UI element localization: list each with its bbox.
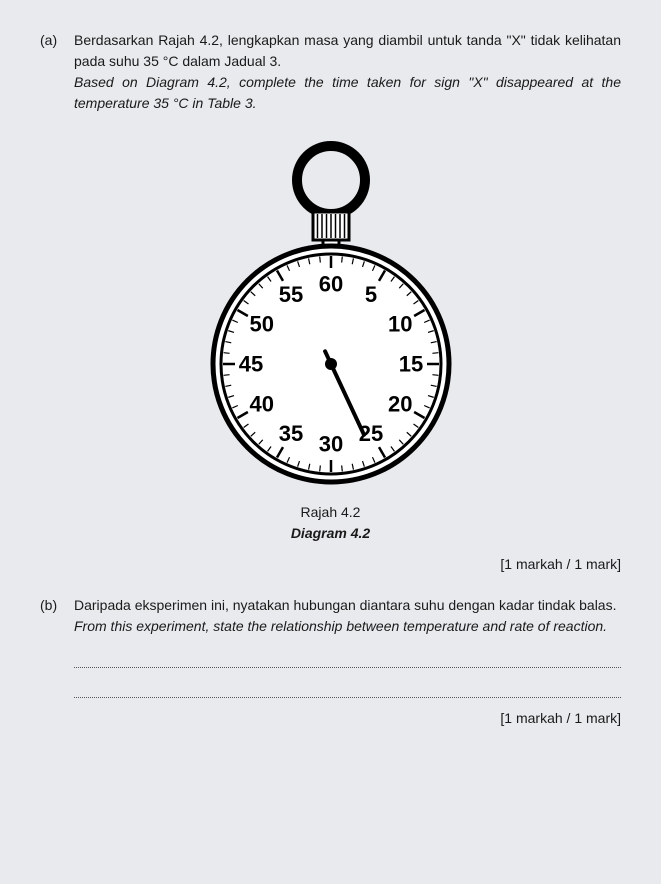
question-b-malay: Daripada eksperimen ini, nyatakan hubung…: [74, 597, 617, 613]
svg-text:45: 45: [238, 352, 262, 377]
svg-text:30: 30: [318, 432, 342, 457]
question-a-text: Berdasarkan Rajah 4.2, lengkapkan masa y…: [74, 30, 621, 114]
answer-line-1: [74, 647, 621, 668]
answer-line-2: [74, 678, 621, 699]
question-a-malay: Berdasarkan Rajah 4.2, lengkapkan masa y…: [74, 32, 621, 69]
svg-text:35: 35: [278, 421, 302, 446]
question-b-text: Daripada eksperimen ini, nyatakan hubung…: [74, 595, 621, 749]
svg-text:50: 50: [249, 312, 273, 337]
svg-text:10: 10: [388, 312, 412, 337]
svg-text:55: 55: [278, 282, 302, 307]
question-b-label: (b): [40, 595, 74, 749]
question-a-english: Based on Diagram 4.2, complete the time …: [74, 74, 621, 111]
marks-a: [1 markah / 1 mark]: [40, 554, 621, 575]
svg-text:40: 40: [249, 392, 273, 417]
question-a-label: (a): [40, 30, 74, 114]
svg-text:15: 15: [398, 352, 422, 377]
svg-text:60: 60: [318, 272, 342, 297]
caption-english: Diagram 4.2: [291, 525, 370, 541]
marks-b: [1 markah / 1 mark]: [74, 708, 621, 729]
stopwatch-diagram: 60510152025303540455055 Rajah 4.2 Diagra…: [40, 134, 621, 544]
question-b-english: From this experiment, state the relation…: [74, 618, 607, 634]
svg-text:5: 5: [364, 282, 376, 307]
svg-text:20: 20: [388, 392, 412, 417]
caption-malay: Rajah 4.2: [301, 504, 361, 520]
